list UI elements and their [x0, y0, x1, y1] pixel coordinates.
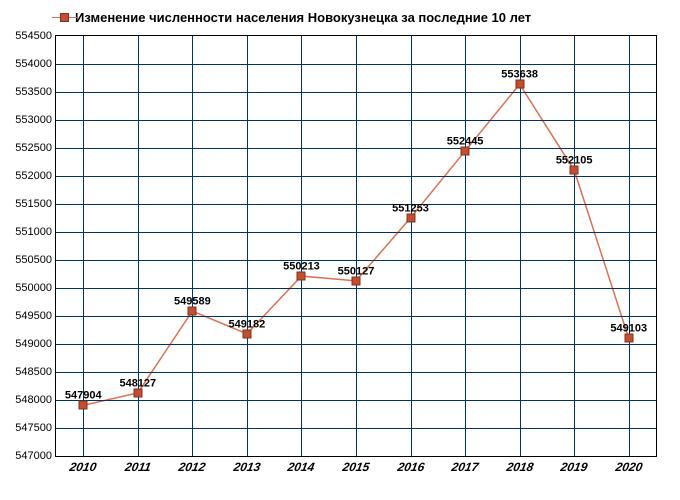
data-point — [406, 213, 415, 222]
data-point — [624, 334, 633, 343]
data-value-label: 553638 — [501, 69, 538, 81]
x-axis-label: 2013 — [232, 460, 261, 474]
x-axis-label: 2018 — [505, 460, 534, 474]
plot-area: 5470005475005480005485005490005495005500… — [55, 35, 657, 457]
grid-line-v — [356, 36, 357, 456]
data-point — [570, 166, 579, 175]
x-axis-label: 2016 — [396, 460, 425, 474]
grid-line-v — [192, 36, 193, 456]
grid-line-v — [247, 36, 248, 456]
y-axis-label: 548000 — [15, 394, 52, 406]
data-point — [515, 80, 524, 89]
y-axis-label: 553500 — [15, 86, 52, 98]
y-axis-label: 549500 — [15, 310, 52, 322]
chart-container: Изменение численности населения Новокузн… — [0, 0, 680, 500]
data-point — [461, 147, 470, 156]
x-axis-label: 2015 — [341, 460, 370, 474]
data-point — [79, 401, 88, 410]
x-axis-label: 2011 — [124, 460, 152, 474]
data-value-label: 547904 — [65, 390, 102, 402]
data-value-label: 549182 — [229, 318, 266, 330]
data-point — [133, 388, 142, 397]
legend-marker-icon — [60, 13, 69, 22]
y-axis-label: 550000 — [15, 282, 52, 294]
grid-line-v — [301, 36, 302, 456]
grid-line-v — [520, 36, 521, 456]
data-value-label: 550213 — [283, 260, 320, 272]
x-axis-label: 2014 — [287, 460, 316, 474]
y-axis-label: 554500 — [15, 30, 52, 42]
chart-title: Изменение численности населения Новокузн… — [75, 10, 531, 25]
y-axis-label: 549000 — [15, 338, 52, 350]
y-axis-label: 550500 — [15, 254, 52, 266]
grid-line-v — [629, 36, 630, 456]
y-axis-label: 551000 — [15, 226, 52, 238]
data-value-label: 552445 — [447, 135, 484, 147]
x-axis-label: 2010 — [69, 460, 98, 474]
data-point — [188, 307, 197, 316]
data-value-label: 549103 — [610, 323, 647, 335]
data-value-label: 550127 — [338, 265, 375, 277]
data-value-label: 548127 — [119, 377, 156, 389]
y-axis-label: 552000 — [15, 170, 52, 182]
grid-line-v — [574, 36, 575, 456]
data-value-label: 552105 — [556, 155, 593, 167]
data-point — [297, 272, 306, 281]
data-value-label: 551253 — [392, 202, 429, 214]
y-axis-label: 553000 — [15, 114, 52, 126]
y-axis-label: 547500 — [15, 422, 52, 434]
grid-line-v — [465, 36, 466, 456]
data-point — [352, 276, 361, 285]
x-axis-label: 2012 — [178, 460, 207, 474]
data-value-label: 549589 — [174, 295, 211, 307]
x-axis-label: 2020 — [614, 460, 643, 474]
data-point — [242, 329, 251, 338]
y-axis-label: 551500 — [15, 198, 52, 210]
y-axis-label: 548500 — [15, 366, 52, 378]
legend: Изменение численности населения Новокузн… — [60, 10, 531, 25]
y-axis-label: 547000 — [15, 450, 52, 462]
y-axis-label: 554000 — [15, 58, 52, 70]
y-axis-label: 552500 — [15, 142, 52, 154]
x-axis-label: 2019 — [560, 460, 589, 474]
grid-line-v — [411, 36, 412, 456]
x-axis-label: 2017 — [450, 460, 479, 474]
